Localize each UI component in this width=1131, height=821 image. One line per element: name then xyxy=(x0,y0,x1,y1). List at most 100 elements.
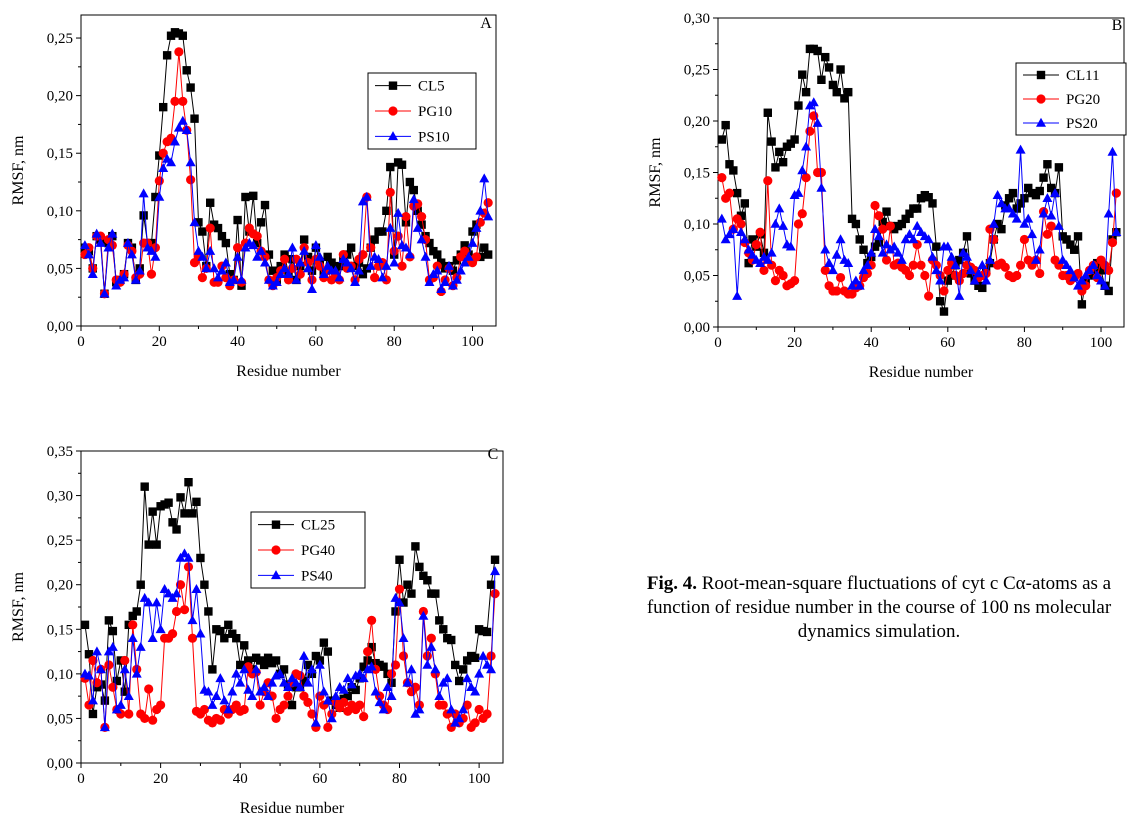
data-point xyxy=(482,659,493,669)
y-tick-label: 0,05 xyxy=(684,269,710,285)
data-point xyxy=(346,243,356,252)
data-point xyxy=(885,221,895,231)
data-point xyxy=(91,646,102,656)
data-point xyxy=(483,211,494,221)
data-point xyxy=(920,270,930,281)
data-point xyxy=(423,576,432,585)
data-point xyxy=(1015,260,1026,270)
data-point xyxy=(805,126,815,136)
data-point xyxy=(770,276,781,286)
data-point xyxy=(793,187,804,197)
legend-marker xyxy=(388,106,398,116)
data-point xyxy=(108,626,118,636)
data-point xyxy=(355,700,365,710)
data-point xyxy=(248,240,259,250)
x-tick-label: 100 xyxy=(1090,335,1113,351)
data-point xyxy=(346,679,357,689)
data-point xyxy=(111,280,122,290)
data-point xyxy=(743,244,754,254)
legend: CL25 PG40 PS40 xyxy=(250,511,366,589)
data-point xyxy=(187,615,198,625)
data-point xyxy=(378,704,389,714)
data-point xyxy=(490,589,500,599)
data-point xyxy=(318,268,329,278)
legend-marker xyxy=(388,131,398,141)
data-point xyxy=(193,245,204,255)
data-point xyxy=(854,280,865,290)
data-point xyxy=(874,238,884,247)
data-point xyxy=(401,211,411,222)
data-point xyxy=(99,288,110,298)
legend-label: PG10 xyxy=(418,104,452,120)
data-point xyxy=(182,66,191,75)
data-point xyxy=(189,217,200,227)
data-point xyxy=(224,620,233,630)
data-point xyxy=(216,626,225,636)
data-point xyxy=(1019,218,1030,228)
data-point xyxy=(996,198,1007,208)
data-point xyxy=(243,684,254,694)
data-point xyxy=(720,234,731,244)
data-point xyxy=(283,268,294,278)
data-point xyxy=(239,704,249,715)
data-point xyxy=(1061,260,1072,269)
data-point xyxy=(233,243,243,253)
x-tick-label: 20 xyxy=(152,334,167,350)
data-point xyxy=(935,297,945,306)
data-point xyxy=(836,65,845,74)
data-point xyxy=(395,555,404,564)
data-point xyxy=(1084,265,1095,275)
data-point xyxy=(931,265,942,275)
data-point xyxy=(224,277,235,287)
data-point xyxy=(969,275,980,285)
legend-marker xyxy=(388,81,398,90)
data-point xyxy=(1000,262,1010,272)
data-point xyxy=(279,665,289,674)
data-point xyxy=(1012,270,1022,281)
data-point xyxy=(358,673,369,683)
data-point xyxy=(878,224,888,234)
data-point xyxy=(770,218,781,228)
y-tick-label: 0,10 xyxy=(47,204,73,220)
data-point xyxy=(251,664,262,674)
data-point xyxy=(1011,213,1022,223)
data-point xyxy=(850,275,861,285)
data-point xyxy=(132,607,141,616)
data-point xyxy=(475,205,486,215)
x-tick-label: 0 xyxy=(77,771,85,787)
data-point xyxy=(205,198,215,207)
data-point xyxy=(1065,265,1076,275)
data-point xyxy=(217,231,227,241)
data-point xyxy=(415,562,424,572)
data-point xyxy=(342,673,353,683)
data-point xyxy=(386,162,395,172)
data-point xyxy=(276,261,285,271)
data-point xyxy=(386,669,397,679)
data-point xyxy=(479,173,490,183)
data-point xyxy=(433,250,442,259)
x-tick-label: 100 xyxy=(468,771,491,787)
caption-line-3: dynamics simulation. xyxy=(797,621,961,642)
data-point xyxy=(1016,199,1025,208)
data-point xyxy=(1103,208,1114,218)
data-point xyxy=(239,664,250,674)
data-point xyxy=(436,258,446,267)
chart-panel-a: 0 20 40 60 80 100 0,00 0,05 0,10 0,15 0,20 0,25 Resi… xyxy=(10,14,497,380)
data-point xyxy=(717,173,727,183)
data-point xyxy=(1104,286,1113,296)
data-point xyxy=(1035,186,1044,196)
y-tick-label: 0,00 xyxy=(47,319,73,335)
data-point xyxy=(988,218,999,228)
data-point xyxy=(460,241,469,250)
data-point xyxy=(793,219,804,229)
data-point xyxy=(1038,208,1049,218)
data-point xyxy=(307,709,317,719)
data-point xyxy=(119,272,130,282)
data-point xyxy=(283,691,293,701)
data-point xyxy=(209,263,220,273)
data-point xyxy=(858,265,869,275)
data-point xyxy=(183,562,194,572)
data-point xyxy=(816,167,827,178)
data-point xyxy=(126,249,137,259)
data-point xyxy=(470,653,480,663)
